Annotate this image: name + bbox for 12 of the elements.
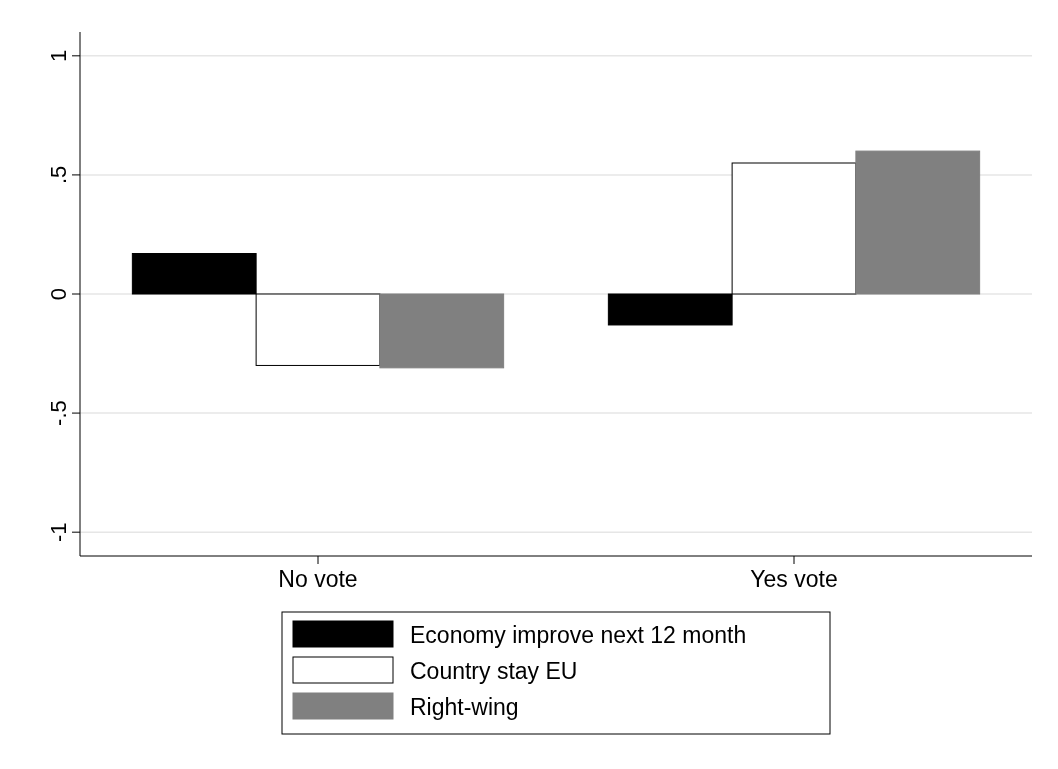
y-tick-label: -.5 [46, 400, 71, 426]
bar [855, 150, 981, 295]
x-tick-label: No vote [278, 566, 358, 592]
bar [379, 293, 505, 369]
legend-label: Economy improve next 12 month [410, 622, 747, 648]
legend-label: Country stay EU [410, 658, 578, 684]
legend-label: Right-wing [410, 694, 519, 720]
y-tick-label: 0 [46, 287, 71, 301]
y-tick-label: .5 [46, 165, 71, 185]
y-tick-label: -1 [46, 522, 71, 542]
x-tick-label: Yes vote [750, 566, 838, 592]
y-tick-label: 1 [46, 49, 71, 62]
